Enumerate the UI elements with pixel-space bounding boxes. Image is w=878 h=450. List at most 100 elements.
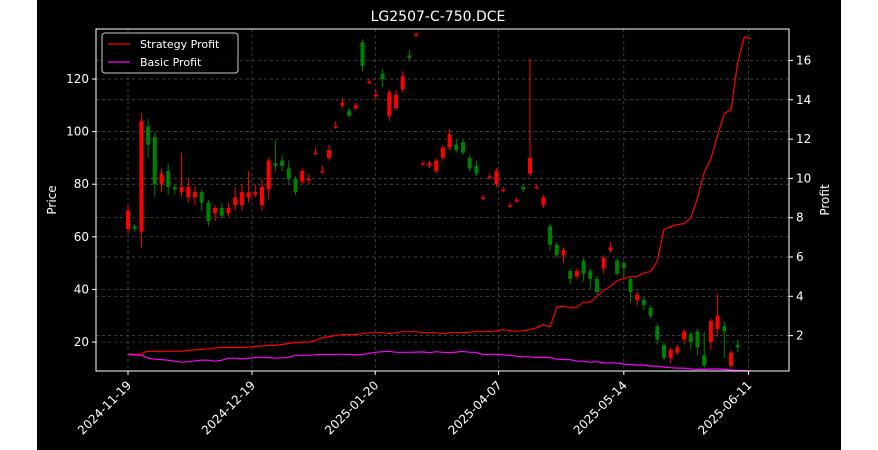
candle-body [280,160,285,166]
candle-body [159,173,164,185]
grid [96,29,789,371]
y-right-tick-label: 4 [796,289,804,303]
candle-body [608,247,613,250]
basic-profit-line [127,350,752,372]
y-right-tick-label: 16 [796,53,811,67]
candle-body [286,168,291,179]
candle-body [662,344,666,358]
y-right-tick-label: 14 [796,93,811,107]
candle-body [132,226,137,229]
y-axis-left: 20 40 60 80 100 120 [66,72,96,349]
y-tick-label: 100 [66,125,89,139]
profit-lines [127,36,752,372]
candle-body [206,202,211,222]
candle-body [668,349,673,358]
candle-body [682,331,687,340]
candle-body [454,144,459,151]
candle-body [641,299,646,306]
y-axis-right-label: Profit [818,184,832,216]
candle-body [273,163,278,166]
y-tick-label: 80 [74,177,89,191]
y-tick-label: 20 [74,335,89,349]
candle-body [615,260,620,274]
candle-body [172,186,177,190]
candle-body [373,94,378,97]
candle-body [353,105,358,108]
candle-body [588,271,593,279]
legend-box [101,32,239,74]
candle-body [139,121,144,232]
candle-body [568,271,573,279]
candle-body [327,150,331,158]
candle-body [447,134,452,148]
candle-body [481,197,486,199]
y-axis-label: Price [45,185,59,214]
strategy-profit-line [127,36,752,355]
candle-body [574,271,579,277]
candle-body [507,205,512,207]
candle-body [688,334,693,343]
candle-body [514,200,519,202]
candle-body [554,244,559,256]
y-tick-label: 60 [74,230,89,244]
candle-body [146,126,151,145]
candle-body [695,331,700,348]
candle-body [494,171,499,185]
candles [126,31,740,369]
legend: Strategy Profit Basic Profit [101,32,239,74]
candle-body [179,186,184,193]
candle-body [320,171,325,173]
candle-body [199,192,204,203]
candle-body [715,315,720,329]
candle-body [461,142,465,153]
candle-body [729,352,733,366]
candle-body [266,160,271,190]
candle-body [233,197,238,206]
candle-body [521,186,526,190]
candle-body [655,326,660,340]
candle-body [648,307,653,316]
candle-body [293,178,298,193]
candle-body [340,102,345,106]
candle-body [595,278,599,293]
candle-body [387,92,392,116]
candle-body [313,152,318,155]
candle-body [253,192,258,195]
candle-body [487,176,492,178]
candle-body [548,226,553,245]
candle-body [722,326,727,332]
y-right-tick-label: 10 [796,171,811,185]
y-axis-right: 2 4 6 8 10 12 14 16 [789,53,811,343]
candle-body [628,278,633,293]
chart-title: LG2507-C-750.DCE [371,9,506,25]
candle-body [186,186,191,198]
y-right-tick-label: 2 [796,329,804,343]
candle-body [213,207,218,214]
candle-body [394,94,398,108]
candle-body [702,355,707,366]
candle-body [420,163,425,165]
chart-background [37,0,841,450]
y-right-tick-label: 12 [796,132,811,146]
candle-body [675,347,680,353]
candle-body [193,192,197,198]
candle-body [581,260,586,274]
candle-body [306,178,311,181]
y-right-tick-label: 6 [796,250,804,264]
candle-body [501,189,506,191]
candle-body [735,344,740,348]
candle-body [427,163,432,166]
candle-body [534,186,539,189]
candle-body [246,192,251,198]
candle-body [708,321,713,343]
candle-body [474,165,479,174]
candle-body [621,263,626,269]
candle-body [414,34,419,36]
y-tick-label: 40 [74,282,89,296]
candle-body [440,147,445,158]
legend-label-strategy: Strategy Profit [140,38,220,51]
candle-body [260,186,264,206]
candle-body [601,257,606,269]
